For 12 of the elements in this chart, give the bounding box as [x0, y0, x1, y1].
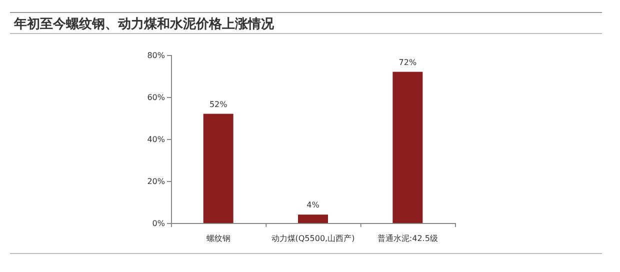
- data-label: 52%: [209, 100, 228, 109]
- chart-title: 年初至今螺纹钢、动力煤和水泥价格上涨情况: [13, 16, 275, 32]
- y-tick-label: 0%: [152, 219, 166, 228]
- x-tick-label: 动力煤(Q5500,山西产): [271, 234, 355, 243]
- data-label: 4%: [306, 200, 320, 210]
- y-tick-label: 20%: [147, 177, 166, 186]
- y-tick-label: 60%: [147, 93, 166, 102]
- y-tick-label: 80%: [147, 51, 166, 60]
- data-label: 72%: [398, 58, 417, 67]
- x-tick-label: 螺纹钢: [206, 234, 230, 243]
- x-tick-label: 普通水泥:42.5级: [377, 234, 438, 243]
- y-tick-label: 40%: [147, 135, 166, 144]
